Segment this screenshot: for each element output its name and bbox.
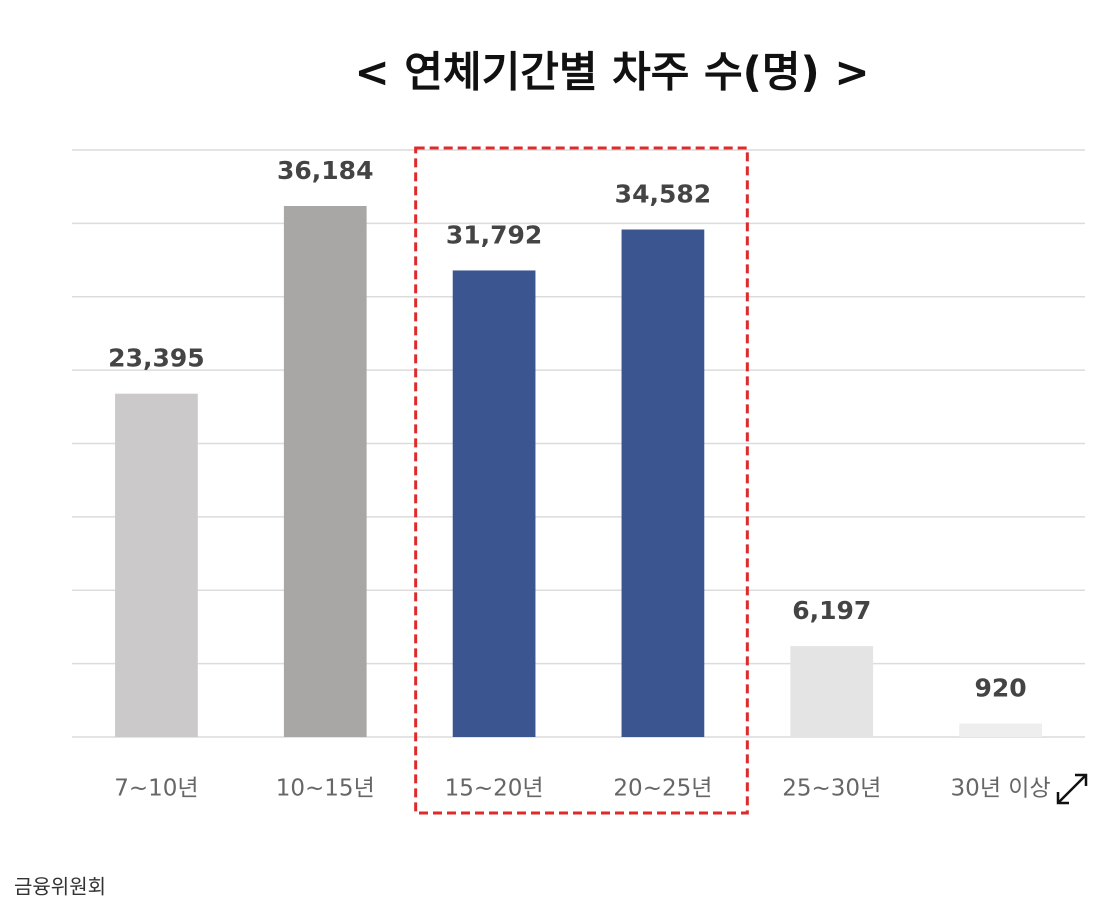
- expand-arrow: [1056, 792, 1069, 805]
- bar: [790, 646, 874, 737]
- expand-line: [1057, 774, 1087, 804]
- chart-title: < 연체기간별 차주 수(명) >: [354, 48, 869, 97]
- expand-arrow: [1075, 773, 1088, 786]
- bar: [283, 205, 367, 737]
- bar: [452, 270, 536, 737]
- x-tick-label: 10~15년: [276, 776, 375, 802]
- value-label: 36,184: [277, 156, 373, 185]
- highlight-box: [414, 146, 749, 815]
- x-tick-label: 15~20년: [445, 776, 544, 802]
- value-label: 34,582: [615, 180, 711, 209]
- bar: [959, 723, 1042, 737]
- value-label: 6,197: [792, 596, 871, 625]
- x-tick-label: 7~10년: [114, 776, 198, 802]
- bar: [115, 393, 198, 737]
- x-tick-label: 20~25년: [613, 776, 712, 802]
- source: 금융위원회: [14, 875, 106, 899]
- expand-icon[interactable]: [1056, 773, 1088, 805]
- x-tick-label: 30년 이상: [951, 776, 1051, 802]
- bar: [621, 229, 705, 737]
- x-tick-label: 25~30년: [782, 776, 881, 802]
- value-label: 31,792: [446, 220, 542, 249]
- value-label: 23,395: [108, 344, 204, 373]
- value-label: 920: [974, 673, 1026, 702]
